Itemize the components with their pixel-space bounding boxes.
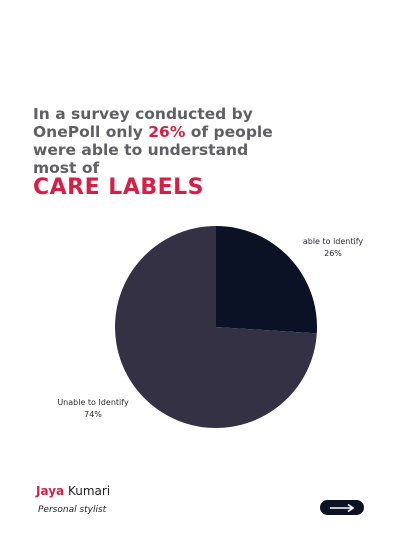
pie-value-label-0: 26%: [324, 249, 342, 258]
author-role: Personal stylist: [38, 505, 107, 515]
headline-line-2: OnePoll only 26% of people: [33, 123, 393, 141]
pie-slice-0: [216, 226, 317, 334]
care-labels-title: CARE LABELS: [33, 175, 205, 200]
headline: In a survey conducted by OnePoll only 26…: [33, 105, 393, 177]
headline-line-4: most of: [33, 159, 100, 177]
headline-line-2-pre: OnePoll only: [33, 123, 149, 141]
author-first-name: Jaya: [36, 484, 65, 498]
headline-highlight-percent: 26%: [148, 123, 186, 141]
headline-line-1: In a survey conducted by: [33, 105, 253, 123]
next-button[interactable]: [320, 500, 364, 515]
pie-value-label-1: 74%: [84, 410, 102, 419]
headline-line-2-post: of people: [185, 123, 273, 141]
pie-label-1: Unable to Identify: [57, 398, 129, 407]
author-last-name: Kumari: [67, 484, 111, 498]
headline-line-3: were able to understand: [33, 141, 249, 159]
pie-slice-1: [114, 226, 317, 429]
pie-label-0: able to identify: [303, 237, 364, 246]
arrow-right-icon: [330, 503, 355, 512]
author-name: Jaya Kumari: [36, 484, 110, 498]
